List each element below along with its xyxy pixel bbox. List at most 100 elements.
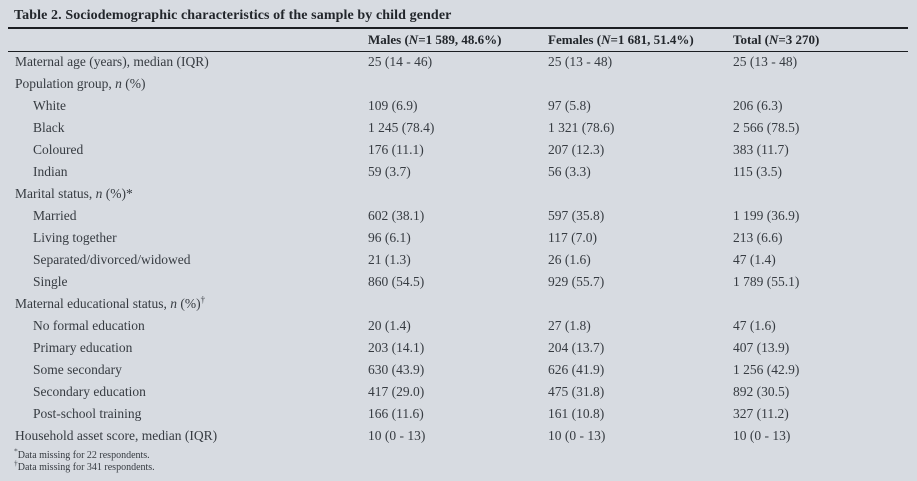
cell-females: 26 (1.6) <box>548 252 591 267</box>
cell-males: 602 (38.1) <box>368 208 425 223</box>
table-row: Maternal age (years), median (IQR) 25 (14… <box>8 51 908 73</box>
cell-total: 213 (6.6) <box>733 230 783 245</box>
row-label: Coloured <box>33 142 84 157</box>
cell-males: 860 (54.5) <box>368 274 425 289</box>
table-row: Living together 96 (6.1) 117 (7.0) 213 (6.6… <box>8 227 908 249</box>
table-row: Post-school training 166 (11.6) 161 (10.8)… <box>8 403 908 425</box>
cell-total: 206 (6.3) <box>733 98 783 113</box>
cell-females: 56 (3.3) <box>548 164 591 179</box>
row-label: No formal education <box>33 318 145 333</box>
cell-total <box>733 73 908 95</box>
table-row: Population group, n (%) <box>8 73 908 95</box>
row-label: Secondary education <box>33 384 146 399</box>
cell-total: 892 (30.5) <box>733 384 790 399</box>
table-row: Separated/divorced/widowed 21 (1.3) 26 (1.… <box>8 249 908 271</box>
cell-males: 59 (3.7) <box>368 164 411 179</box>
cell-males: 203 (14.1) <box>368 340 425 355</box>
cell-males: 176 (11.1) <box>368 142 424 157</box>
table-row: Some secondary 630 (43.9) 626 (41.9) 1 256 … <box>8 359 908 381</box>
cell-males: 21 (1.3) <box>368 252 411 267</box>
cell-total: 115 (3.5) <box>733 164 782 179</box>
cell-total: 47 (1.6) <box>733 318 776 333</box>
cell-total: 1 199 (36.9) <box>733 208 800 223</box>
footnote-marker: † <box>14 458 18 468</box>
column-header-males: Males (N=1 589, 48.6%) <box>368 28 548 52</box>
cell-females <box>548 183 733 205</box>
row-label: Post-school training <box>33 406 142 421</box>
table-row: Maternal educational status, n (%)† <box>8 293 908 315</box>
cell-males: 417 (29.0) <box>368 384 425 399</box>
cell-males <box>368 73 548 95</box>
footnote: *Data missing for 22 respondents. <box>14 446 150 461</box>
table-row: Black 1 245 (78.4) 1 321 (78.6) 2 566 (78.5… <box>8 117 908 139</box>
cell-females: 626 (41.9) <box>548 362 605 377</box>
row-label: Maternal age (years), median (IQR) <box>15 54 209 70</box>
cell-total: 2 566 (78.5) <box>733 120 800 135</box>
row-label: Married <box>33 208 77 223</box>
column-header-characteristic <box>8 28 368 52</box>
row-label: Primary education <box>33 340 133 355</box>
footnote-marker: * <box>14 446 18 456</box>
cell-males: 630 (43.9) <box>368 362 425 377</box>
row-label: Separated/divorced/widowed <box>33 252 191 267</box>
table-row: Married 602 (38.1) 597 (35.8) 1 199 (36.9) <box>8 205 908 227</box>
cell-males: 20 (1.4) <box>368 318 411 333</box>
cell-total: 1 256 (42.9) <box>733 362 800 377</box>
cell-females: 27 (1.8) <box>548 318 591 333</box>
table-row: Coloured 176 (11.1) 207 (12.3) 383 (11.7) <box>8 139 908 161</box>
footnotes: *Data missing for 22 respondents. †Data m… <box>14 446 917 474</box>
cell-total <box>733 293 908 315</box>
cell-total: 25 (13 - 48) <box>733 54 798 70</box>
cell-males <box>368 183 548 205</box>
table-row: No formal education 20 (1.4) 27 (1.8) 47 (1… <box>8 315 908 337</box>
table-row: Marital status, n (%)* <box>8 183 908 205</box>
cell-females: 597 (35.8) <box>548 208 605 223</box>
row-label: Marital status, n (%)* <box>15 186 133 201</box>
cell-females: 97 (5.8) <box>548 98 591 113</box>
cell-females: 25 (13 - 48) <box>548 54 613 70</box>
row-label: White <box>33 98 66 113</box>
cell-females <box>548 293 733 315</box>
cell-total: 47 (1.4) <box>733 252 776 267</box>
row-label: Single <box>33 274 68 289</box>
cell-females: 1 321 (78.6) <box>548 120 615 135</box>
footnote: †Data missing for 341 respondents. <box>14 458 155 473</box>
row-label: Household asset score, median (IQR) <box>15 428 218 443</box>
column-header-total: Total (N=3 270) <box>733 28 908 52</box>
cell-total: 407 (13.9) <box>733 340 790 355</box>
row-label: Population group, n (%) <box>15 76 146 91</box>
cell-total: 10 (0 - 13) <box>733 428 791 443</box>
row-label: Indian <box>33 164 68 179</box>
cell-females: 117 (7.0) <box>548 230 597 245</box>
row-label: Living together <box>33 230 117 245</box>
cell-males <box>368 293 548 315</box>
table-row: Secondary education 417 (29.0) 475 (31.8) 8… <box>8 381 908 403</box>
table-row: Primary education 203 (14.1) 204 (13.7) 407… <box>8 337 908 359</box>
cell-males: 109 (6.9) <box>368 98 418 113</box>
cell-males: 25 (14 - 46) <box>368 54 433 70</box>
cell-males: 10 (0 - 13) <box>368 428 426 443</box>
cell-females: 929 (55.7) <box>548 274 605 289</box>
cell-total: 327 (11.2) <box>733 406 789 421</box>
cell-females <box>548 73 733 95</box>
cell-males: 96 (6.1) <box>368 230 411 245</box>
cell-females: 10 (0 - 13) <box>548 428 606 443</box>
cell-males: 1 245 (78.4) <box>368 120 435 135</box>
row-label: Some secondary <box>33 362 122 377</box>
cell-females: 204 (13.7) <box>548 340 605 355</box>
cell-total <box>733 183 908 205</box>
table-row: Single 860 (54.5) 929 (55.7) 1 789 (55.1) <box>8 271 908 293</box>
cell-total: 1 789 (55.1) <box>733 274 800 289</box>
cell-total: 383 (11.7) <box>733 142 789 157</box>
cell-females: 207 (12.3) <box>548 142 605 157</box>
table-row: White 109 (6.9) 97 (5.8) 206 (6.3) <box>8 95 908 117</box>
cell-females: 475 (31.8) <box>548 384 605 399</box>
row-label: Black <box>33 120 65 135</box>
table-row: Household asset score, median (IQR) 10 (0… <box>8 425 908 447</box>
cell-females: 161 (10.8) <box>548 406 605 421</box>
table-title: Table 2. Sociodemographic characteristic… <box>14 8 452 23</box>
sociodemographic-table: Males (N=1 589, 48.6%) Females (N=1 681, … <box>8 27 908 447</box>
cell-males: 166 (11.6) <box>368 406 424 421</box>
column-header-females: Females (N=1 681, 51.4%) <box>548 28 733 52</box>
